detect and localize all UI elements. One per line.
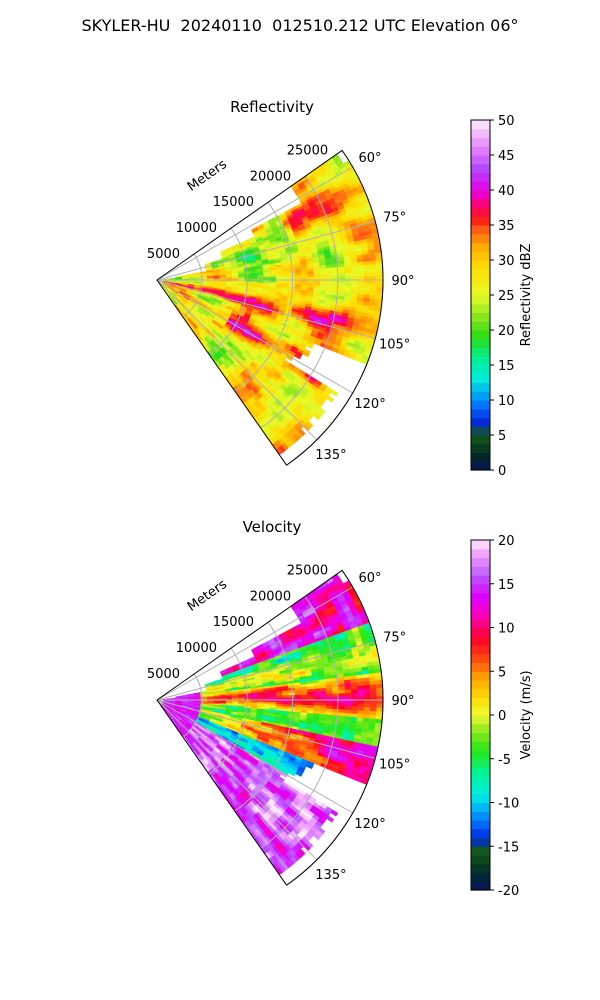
range-axis-label: Meters (185, 577, 230, 615)
figure-title: SKYLER-HU 20240110 012510.212 UTC Elevat… (81, 16, 519, 35)
range-ring (208, 647, 248, 775)
azimuth-gridline (156, 279, 376, 339)
colorbar-tick-label: 20 (498, 324, 515, 339)
azimuth-gridline (156, 221, 376, 281)
azimuth-tick-label: 60° (359, 151, 382, 166)
colorbar-tick-label: 5 (498, 665, 506, 680)
range-tick-label: 25000 (287, 563, 328, 578)
panel-title: Reflectivity (230, 98, 314, 116)
colorbar-label: Velocity (m/s) (519, 670, 534, 759)
reflectivity-panel: 5000 10000 15000 20000 25000 60° 75° 90° 105° 120… (147, 98, 534, 479)
azimuth-tick-label: 90° (391, 694, 414, 709)
azimuth-tick-label: 135° (315, 868, 346, 883)
reflectivity-colorbar (470, 119, 494, 471)
range-ring (234, 201, 294, 392)
colorbar-tick-label: 20 (498, 534, 515, 549)
reflectivity-sector-frame (156, 149, 384, 466)
colorbar-tick-label: 30 (498, 254, 515, 269)
colorbar-label: Reflectivity dBZ (519, 244, 534, 347)
azimuth-gridline (156, 699, 376, 759)
colorbar-tick-label: 5 (498, 429, 506, 444)
azimuth-tick-label: 75° (383, 630, 406, 645)
colorbar-tick-label: 10 (498, 394, 515, 409)
colorbar-tick-label: 0 (498, 709, 506, 724)
range-ring (208, 227, 248, 355)
azimuth-gridline (156, 279, 318, 441)
range-ring (260, 176, 339, 429)
panel-title: Velocity (243, 518, 302, 536)
range-axis-label: Meters (185, 157, 230, 195)
azimuth-tick-label: 60° (359, 571, 382, 586)
azimuth-gridline (156, 586, 353, 701)
velocity-colorbar (470, 539, 494, 891)
colorbar-tick-label: 10 (498, 622, 515, 637)
colorbar-tick-label: 40 (498, 184, 515, 199)
azimuth-gridline (156, 641, 376, 701)
range-tick-label: 10000 (176, 221, 217, 236)
azimuth-tick-label: 75° (383, 210, 406, 225)
range-tick-label: 15000 (213, 615, 254, 630)
azimuth-tick-label: 120° (354, 397, 385, 412)
range-ring (234, 621, 294, 812)
azimuth-tick-label: 120° (354, 817, 385, 832)
azimuth-tick-label: 90° (391, 274, 414, 289)
range-tick-label: 20000 (250, 169, 291, 184)
azimuth-tick-label: 105° (379, 338, 410, 353)
azimuth-gridline (156, 699, 353, 814)
colorbar-tick-label: 15 (498, 359, 515, 374)
colorbar-tick-label: -15 (498, 840, 519, 855)
azimuth-tick-label: 135° (315, 448, 346, 463)
colorbar-tick-label: 35 (498, 219, 515, 234)
colorbar-tick-label: 50 (498, 114, 515, 129)
azimuth-gridline (156, 279, 353, 394)
range-tick-label: 5000 (147, 247, 180, 262)
colorbar-tick-label: -10 (498, 797, 519, 812)
colorbar-tick-label: -20 (498, 884, 519, 899)
azimuth-gridline (156, 699, 318, 861)
colorbar-tick-label: 45 (498, 149, 515, 164)
colorbar-tick-label: 15 (498, 578, 515, 593)
colorbar-tick-label: 0 (498, 464, 506, 479)
reflectivity-data-field (160, 153, 384, 456)
range-ring (260, 596, 339, 849)
range-tick-label: 25000 (287, 143, 328, 158)
range-tick-label: 20000 (250, 589, 291, 604)
velocity-data-field (160, 573, 384, 876)
azimuth-gridline (156, 166, 353, 281)
range-tick-label: 10000 (176, 641, 217, 656)
colorbar-tick-label: 25 (498, 289, 515, 304)
velocity-panel: 5000 10000 15000 20000 25000 60° 75° 90° 105° 120… (147, 518, 534, 899)
azimuth-tick-label: 105° (379, 758, 410, 773)
range-tick-label: 5000 (147, 667, 180, 682)
velocity-sector-frame (156, 569, 384, 886)
colorbar-tick-label: -5 (498, 753, 511, 768)
range-tick-label: 15000 (213, 195, 254, 210)
